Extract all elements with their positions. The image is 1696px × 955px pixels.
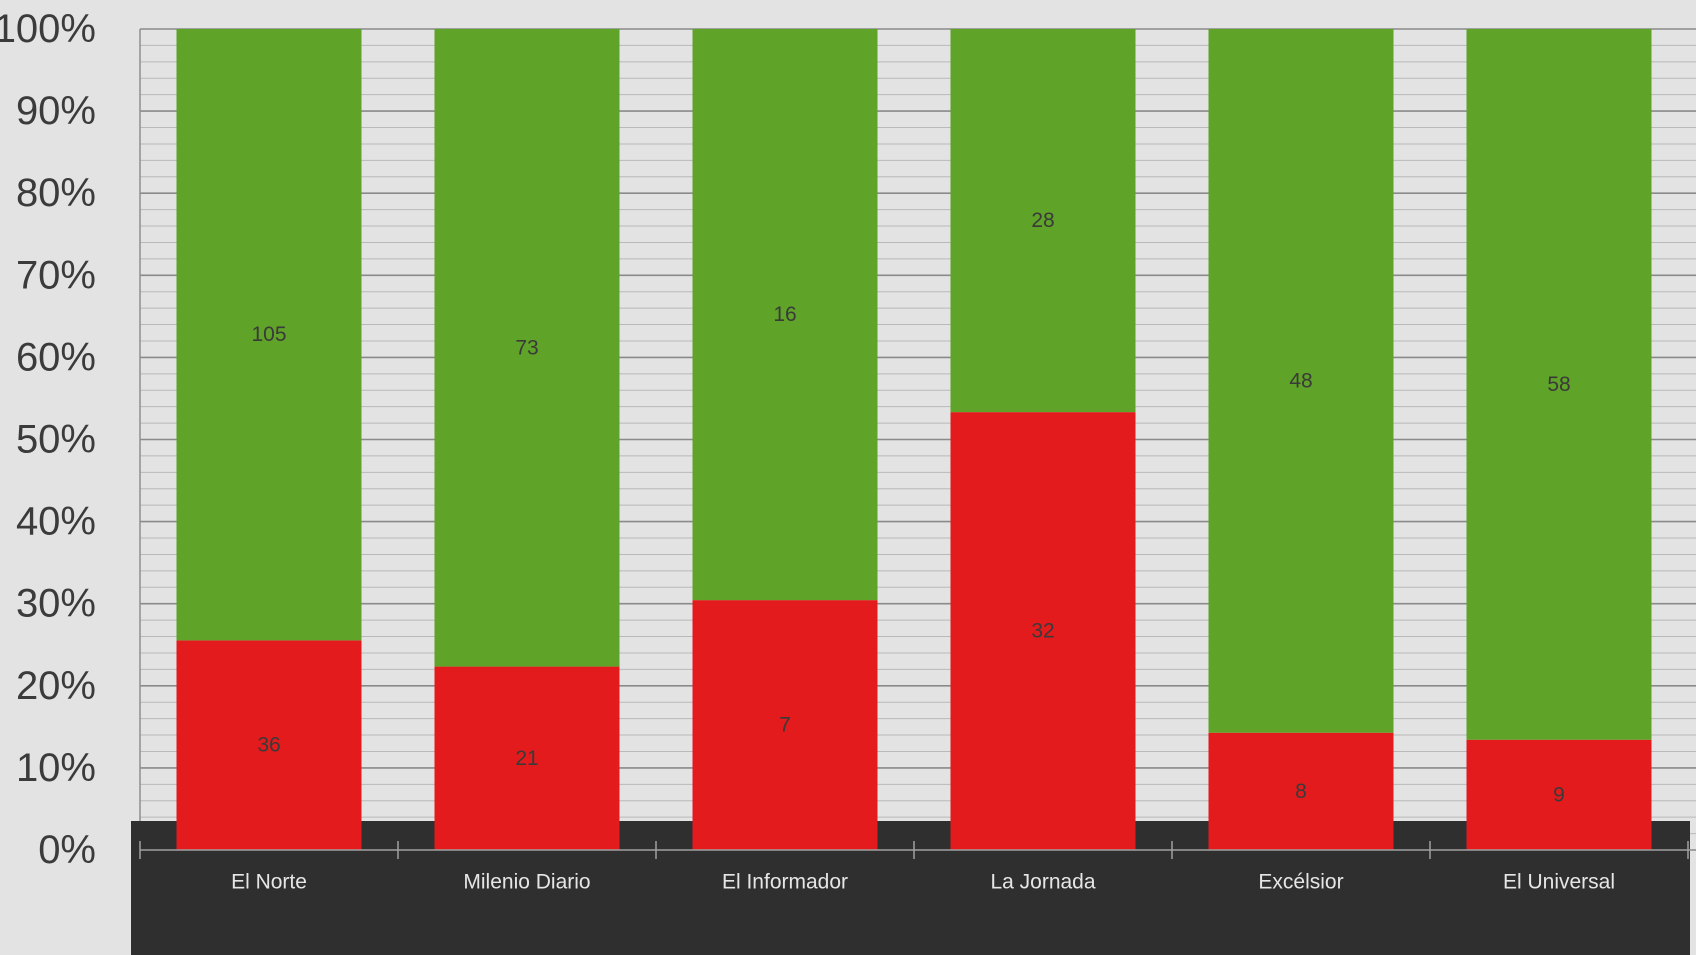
x-category-label: Excélsior — [1258, 871, 1343, 894]
x-category-label: Milenio Diario — [463, 871, 590, 894]
y-tick-label: 90% — [16, 89, 96, 133]
y-tick-label: 50% — [16, 418, 96, 462]
x-axis-band — [131, 821, 1690, 955]
bar-segment — [176, 29, 362, 641]
y-tick-label: 70% — [16, 253, 96, 297]
data-label: 32 — [1031, 620, 1054, 643]
data-label: 48 — [1289, 369, 1312, 392]
bar-segment — [1466, 739, 1652, 850]
bar-segment — [1208, 29, 1394, 733]
bar-segment — [1466, 29, 1652, 740]
bar-segment — [692, 600, 878, 850]
bar-segment — [434, 666, 620, 850]
bar-segment — [950, 412, 1136, 850]
y-tick-label: 60% — [16, 335, 96, 379]
y-tick-label: 80% — [16, 171, 96, 215]
y-tick-label: 30% — [16, 582, 96, 626]
data-label: 16 — [773, 303, 796, 326]
x-category-label: El Informador — [722, 871, 848, 894]
data-label: 8 — [1295, 780, 1307, 803]
y-tick-label: 0% — [38, 828, 96, 872]
x-category-label: El Norte — [231, 871, 307, 894]
y-tick-label: 100% — [0, 7, 96, 51]
data-label: 105 — [251, 323, 286, 346]
data-label: 21 — [515, 747, 538, 770]
data-label: 7 — [779, 714, 791, 737]
data-label: 58 — [1547, 373, 1570, 396]
bar-segment — [1208, 732, 1394, 850]
data-label: 9 — [1553, 783, 1565, 806]
data-label: 28 — [1031, 209, 1054, 232]
y-tick-label: 40% — [16, 500, 96, 544]
y-tick-label: 10% — [16, 746, 96, 790]
x-category-label: El Universal — [1503, 871, 1615, 894]
bar-segment — [692, 29, 878, 601]
x-category-label: La Jornada — [990, 871, 1095, 894]
bar-segment — [950, 29, 1136, 413]
data-label: 73 — [515, 336, 538, 359]
bar-segment — [176, 640, 362, 850]
bar-segment — [434, 29, 620, 667]
data-label: 36 — [257, 734, 280, 757]
y-tick-label: 20% — [16, 664, 96, 708]
